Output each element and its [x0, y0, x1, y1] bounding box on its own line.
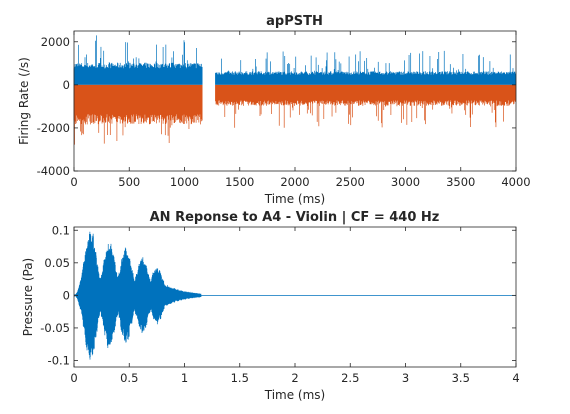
y-tick-label: 2000: [41, 35, 70, 49]
y-tick-label: -0.05: [40, 321, 70, 335]
x-tick-label: 1000: [170, 175, 199, 189]
x-tick-label: 0.5: [120, 371, 138, 385]
x-tick-label: 2500: [336, 175, 365, 189]
plot1-ticks: 0 500 1000 1500 2000 2500 3000 3500 4000 -4000 -20…: [37, 31, 531, 189]
y-tick-label: -0.1: [48, 353, 70, 367]
x-tick-label: 2000: [280, 175, 309, 189]
x-tick-label: 3000: [391, 175, 420, 189]
x-tick-label: 1: [181, 371, 188, 385]
x-tick-label: 0: [70, 371, 77, 385]
plot1-ylabel: Firing Rate (/s): [17, 57, 31, 145]
y-tick-label: 0: [63, 78, 70, 92]
y-tick-label: -2000: [37, 121, 70, 135]
x-tick-label: 4: [512, 371, 519, 385]
plot1-title: apPSTH: [266, 14, 323, 29]
x-tick-label: 4000: [501, 175, 530, 189]
y-tick-label: 0.05: [44, 256, 70, 270]
plot2-title: AN Reponse to A4 - Violin | CF = 440 Hz: [150, 210, 440, 225]
plot1-xlabel: Time (ms): [264, 192, 326, 206]
x-tick-label: 3: [402, 371, 409, 385]
x-tick-label: 1.5: [231, 371, 249, 385]
x-tick-label: 3.5: [452, 371, 470, 385]
x-tick-label: 2: [291, 371, 298, 385]
x-tick-label: 3500: [446, 175, 475, 189]
x-tick-label: 2.5: [341, 371, 359, 385]
plot2-ticks: 0 0.5 1 1.5 2 2.5 3 3.5 4 -0.1 -0.05 0 0.05 0.1: [40, 223, 519, 385]
y-tick-label: 0: [63, 288, 70, 302]
pressure-series: [73, 231, 516, 360]
plot2-ylabel: Pressure (Pa): [21, 258, 35, 336]
y-tick-label: -4000: [37, 164, 70, 178]
plot2-xlabel: Time (ms): [264, 388, 326, 402]
x-tick-label: 500: [118, 175, 140, 189]
y-tick-label: 0.1: [52, 223, 70, 237]
x-tick-label: 0: [70, 175, 77, 189]
x-tick-label: 1500: [225, 175, 254, 189]
plot2-series: [73, 231, 516, 360]
